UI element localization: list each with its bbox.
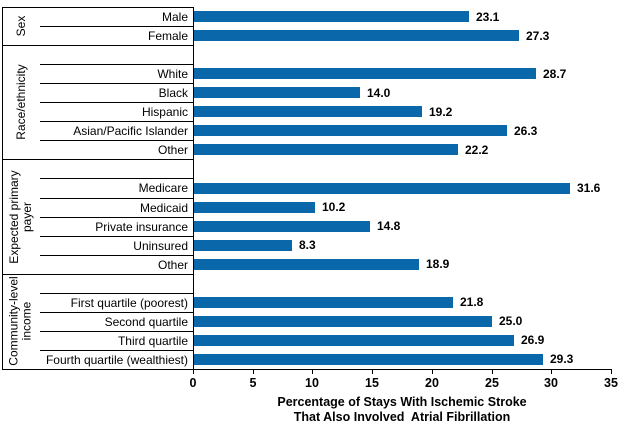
category-divider-line [40, 26, 193, 27]
group-label: Sex [13, 15, 28, 37]
bar [194, 202, 315, 213]
group-divider-line [2, 274, 193, 275]
category-label: Private insurance [95, 219, 188, 234]
value-label: 14.8 [377, 219, 401, 233]
category-divider-line [40, 121, 193, 122]
category-divider-line [40, 198, 193, 199]
category-divider-line [40, 178, 193, 179]
x-axis-tick-mark [611, 369, 612, 374]
bar [194, 125, 507, 136]
category-label: Female [147, 28, 188, 43]
bar [194, 87, 360, 98]
category-divider-line [40, 64, 193, 65]
value-label: 22.2 [465, 143, 489, 157]
x-axis-tick-mark [253, 369, 254, 374]
x-axis-title-line2: That Also Involved Atrial Fibrillation [293, 410, 511, 424]
category-divider-line [40, 350, 193, 351]
category-label: Uninsured [133, 238, 188, 253]
category-divider-line [40, 102, 193, 103]
group-divider-line [2, 369, 193, 370]
category-divider-line [40, 331, 193, 332]
bar [194, 354, 543, 365]
value-label: 23.1 [476, 10, 500, 24]
bar [194, 68, 536, 79]
value-label: 21.8 [460, 295, 484, 309]
x-axis-tick-label: 35 [604, 376, 618, 390]
x-axis-tick-mark [372, 369, 373, 374]
category-axis-outer-border [2, 7, 3, 369]
category-divider-line [40, 293, 193, 294]
category-divider-line [40, 217, 193, 218]
category-label: Other [157, 142, 188, 157]
category-label: Second quartile [104, 314, 188, 329]
x-axis-tick-label: 25 [485, 376, 499, 390]
x-axis-tick-mark [193, 369, 194, 374]
category-label: Asian/Pacific Islander [73, 123, 188, 138]
value-label: 8.3 [299, 238, 316, 252]
bar [194, 335, 514, 346]
category-divider-line [40, 312, 193, 313]
value-label: 10.2 [322, 200, 346, 214]
category-label: Male [161, 9, 188, 24]
group-divider-line [2, 45, 193, 46]
category-label: Third quartile [117, 333, 188, 348]
category-label: Medicare [138, 180, 188, 195]
bar [194, 259, 419, 270]
value-label: 26.3 [514, 124, 538, 138]
group-label: Race/ethnicity [13, 64, 28, 140]
value-label: 19.2 [429, 105, 453, 119]
x-axis-tick-mark [492, 369, 493, 374]
category-divider-line [40, 83, 193, 84]
value-label: 26.9 [521, 333, 545, 347]
category-label: First quartile (poorest) [70, 295, 188, 310]
value-label: 14.0 [367, 86, 391, 100]
x-axis-tick-label: 10 [305, 376, 319, 390]
group-label: Expected primary payer [7, 170, 34, 264]
value-label: 28.7 [543, 67, 567, 81]
x-axis-line [193, 369, 612, 370]
bar [194, 183, 570, 194]
value-label: 27.3 [526, 29, 550, 43]
category-divider-line [40, 255, 193, 256]
bar [194, 316, 492, 327]
x-axis-tick-label: 20 [425, 376, 439, 390]
value-label: 25.0 [499, 314, 523, 328]
bar [194, 240, 292, 251]
category-label: Black [158, 85, 188, 100]
group-divider-line [2, 159, 193, 160]
category-label: Fourth quartile (wealthiest) [45, 352, 188, 367]
bar [194, 144, 458, 155]
x-axis-title: Percentage of Stays With Ischemic Stroke… [193, 395, 611, 425]
bar [194, 11, 469, 22]
category-divider-line [40, 140, 193, 141]
x-axis-tick-mark [312, 369, 313, 374]
group-divider-line [2, 7, 193, 8]
category-divider-line [40, 236, 193, 237]
y-axis-line [193, 7, 194, 369]
x-axis-title-line1: Percentage of Stays With Ischemic Stroke [277, 395, 527, 409]
category-label: Hispanic [141, 104, 188, 119]
x-axis-tick-label: 0 [189, 376, 197, 390]
x-axis-tick-label: 5 [249, 376, 257, 390]
category-label: White [157, 66, 188, 81]
bar [194, 221, 370, 232]
value-label: 18.9 [426, 257, 450, 271]
value-label: 31.6 [577, 181, 601, 195]
category-label: Other [157, 257, 188, 272]
category-label: Medicaid [139, 200, 188, 215]
value-label: 29.3 [550, 352, 574, 366]
x-axis-tick-mark [551, 369, 552, 374]
bar [194, 297, 453, 308]
bar [194, 106, 422, 117]
x-axis-tick-mark [432, 369, 433, 374]
group-label: Community-level income [6, 276, 34, 366]
x-axis-tick-label: 15 [365, 376, 379, 390]
x-axis-tick-label: 30 [544, 376, 558, 390]
bar [194, 30, 519, 41]
